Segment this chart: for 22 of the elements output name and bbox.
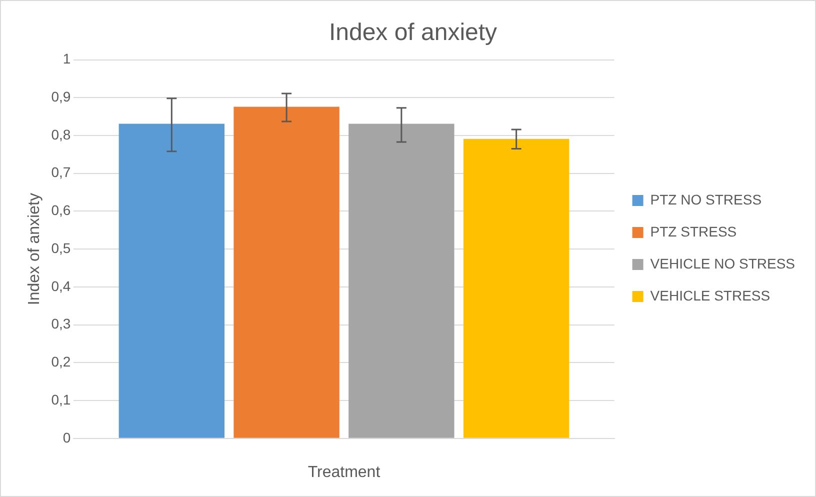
bar (463, 138, 570, 438)
legend-label: PTZ NO STRESS (650, 191, 762, 208)
legend-label: PTZ STRESS (650, 223, 737, 240)
y-tick-label: 0,2 (51, 354, 71, 370)
y-axis-title: Index of anxiety (26, 193, 44, 306)
y-tick-label: 0,4 (51, 278, 71, 294)
y-tick-label: 0,8 (51, 126, 71, 142)
bar (118, 124, 224, 438)
y-tick-label: 0,1 (51, 391, 71, 408)
y-tick-label: 0,6 (51, 202, 71, 218)
bar (234, 106, 340, 438)
bar (348, 124, 454, 438)
legend-label: VEHICLE STRESS (650, 287, 770, 304)
y-tick-label: 0 (62, 429, 71, 446)
y-tick-label: 0,7 (51, 164, 71, 180)
y-tick-label: 0,3 (51, 316, 71, 332)
y-tick-label: 0,9 (51, 88, 71, 105)
legend-label: VEHICLE NO STRESS (650, 255, 795, 272)
chart-title: Index of anxiety (328, 19, 498, 46)
y-tick-label: 0,5 (51, 240, 71, 256)
y-tick-label: 1 (62, 50, 71, 67)
x-axis-title: Treatment (308, 464, 381, 481)
